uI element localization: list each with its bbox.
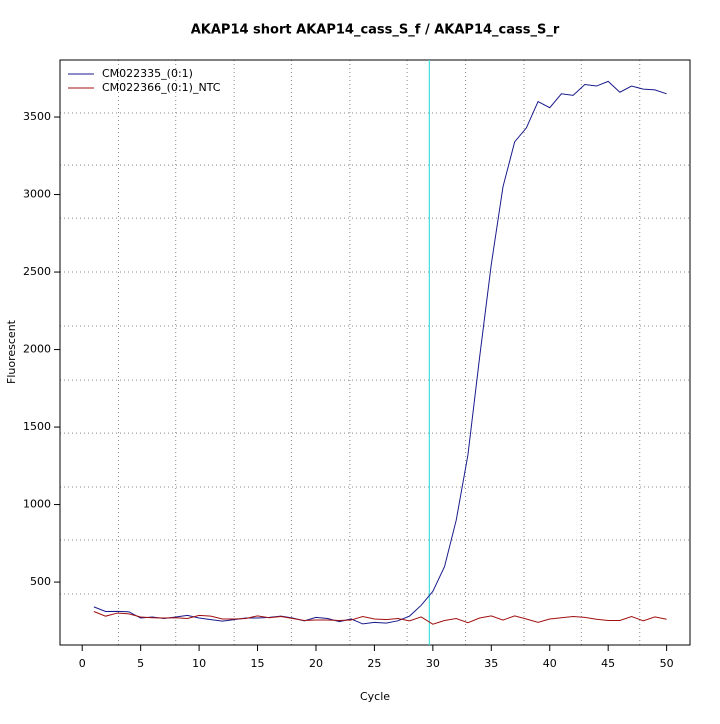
x-tick-label: 0 [79,657,86,670]
x-tick-label: 20 [309,657,323,670]
series-line [93,611,667,625]
series-line [93,80,667,625]
x-tick-label: 45 [601,657,615,670]
y-tick-label: 1000 [23,498,51,511]
x-tick-label: 40 [543,657,557,670]
legend-label: CM022335_(0:1) [102,67,193,80]
y-tick-label: 1500 [23,420,51,433]
legend-label: CM022366_(0:1)_NTC [102,81,221,94]
chart-title: AKAP14 short AKAP14_cass_S_f / AKAP14_ca… [191,23,560,38]
x-axis-label: Cycle [360,690,390,703]
x-tick-label: 25 [367,657,381,670]
x-tick-label: 10 [192,657,206,670]
x-tick-label: 35 [484,657,498,670]
y-tick-label: 2000 [23,343,51,356]
y-tick-label: 3000 [23,188,51,201]
y-tick-label: 3500 [23,110,51,123]
y-axis-label: Fluorescent [5,319,18,384]
x-tick-label: 5 [137,657,144,670]
x-tick-label: 30 [426,657,440,670]
y-tick-label: 2500 [23,265,51,278]
x-tick-label: 15 [251,657,265,670]
plot-border [59,59,691,646]
y-tick-label: 500 [30,575,51,588]
x-tick-label: 50 [660,657,674,670]
